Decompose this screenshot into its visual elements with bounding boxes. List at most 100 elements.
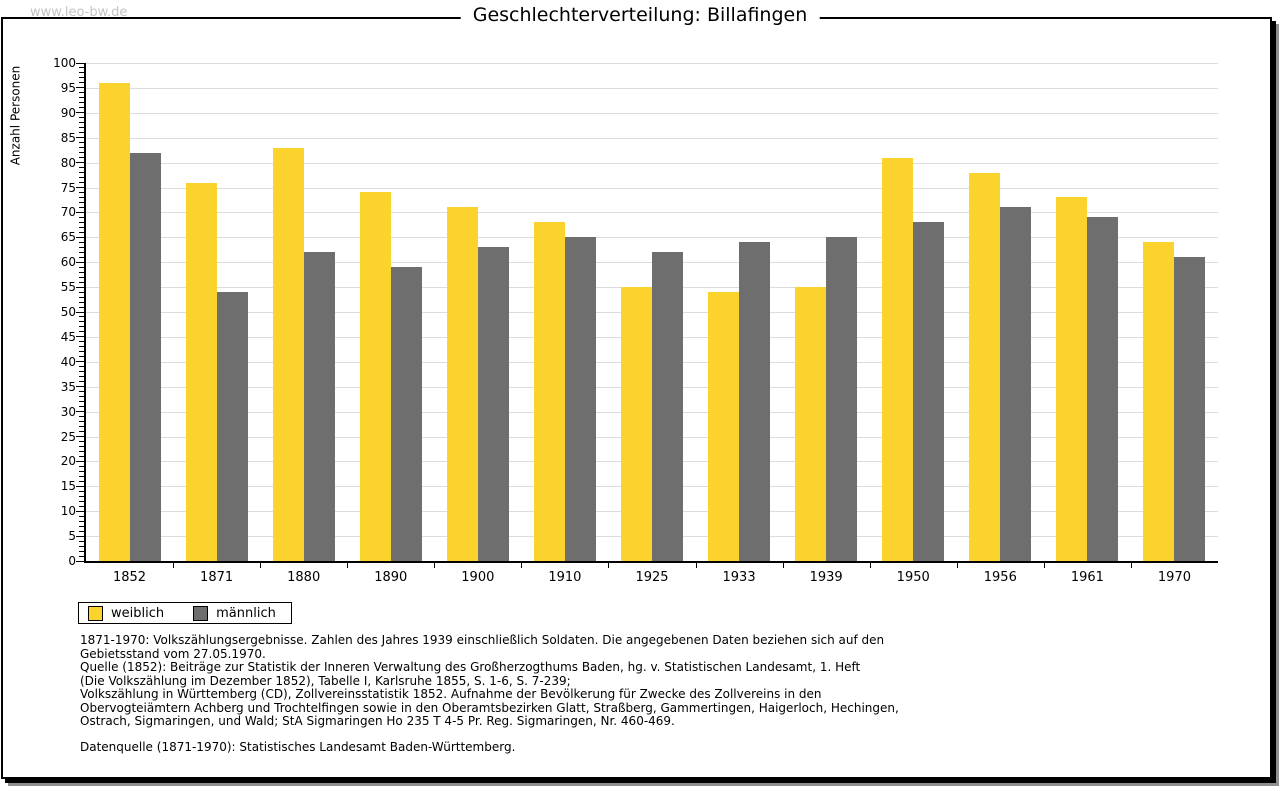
y-axis-tick [76,236,84,238]
bar-männlich-1956 [1000,207,1032,561]
y-tick-label: 80 [60,155,76,170]
legend-label-weiblich: weiblich [111,605,165,621]
y-axis-minor-tick [79,231,84,233]
y-axis-tick [76,112,84,114]
y-axis-minor-tick [79,246,84,248]
y-axis-minor-tick [79,206,84,208]
y-axis-title: Anzahl Personen [8,65,23,166]
y-axis-minor-tick [79,381,84,383]
y-axis-minor-tick [79,241,84,243]
y-axis-minor-tick [79,266,84,268]
y-axis-minor-tick [79,555,84,557]
y-tick-label: 55 [60,280,76,295]
y-axis-tick [76,436,84,437]
x-axis-tick [608,563,610,568]
x-axis-tick [173,563,175,568]
y-axis-minor-tick [79,505,84,507]
x-axis-tick [347,563,349,568]
y-axis-tick [76,62,84,64]
x-tick-label: 1852 [112,570,147,585]
gridline [86,112,1218,114]
x-tick-label: 1900 [461,570,495,585]
bar-männlich-1970 [1174,257,1206,561]
y-axis-minor-tick [79,276,84,278]
y-tick-label: 20 [60,454,76,469]
bar-männlich-1900 [477,247,509,561]
y-axis-minor-tick [79,201,84,203]
y-axis-minor-tick [79,182,84,184]
y-tick-label: 75 [60,180,76,195]
y-axis-minor-tick [79,490,84,492]
y-axis-minor-tick [79,102,84,104]
y-axis-minor-tick [79,251,84,253]
y-axis-minor-tick [79,97,84,99]
x-tick-label: 1933 [722,570,756,585]
y-axis-tick [76,162,84,164]
y-axis-minor-tick [79,216,84,218]
y-tick-label: 50 [60,305,76,319]
y-axis-tick [76,485,84,487]
y-axis-minor-tick [79,142,84,144]
y-tick-label: 30 [60,404,76,419]
y-axis-minor-tick [79,316,84,318]
x-axis-tick [869,563,871,568]
footnote-line: 1871-1970: Volkszählungsergebnisse. Zahl… [80,633,885,647]
y-axis-tick [76,261,84,263]
y-axis-minor-tick [79,366,84,368]
y-axis-tick [76,187,84,188]
footnote-line: Obervogteiämtern Achberg und Trochtelfin… [80,700,899,715]
x-axis-tick [260,563,262,568]
x-tick-label: 1950 [896,570,930,585]
y-axis-minor-tick [79,520,84,522]
y-axis-minor-tick [79,77,84,79]
y-axis-tick [76,137,84,139]
y-axis-minor-tick [79,331,84,333]
chart-frame: Anzahl Personen 0 5 10 15 20 25 30 35 40 45 50 55 60… [1,17,1272,779]
x-axis-tick [434,563,436,568]
y-axis-minor-tick [79,431,84,433]
bar-weiblich-1925 [621,287,652,561]
x-tick-label: 1910 [548,570,582,585]
y-axis-minor-tick [79,122,84,124]
y-axis-tick [76,460,84,462]
y-axis-tick [76,411,84,413]
y-axis-tick [76,361,84,363]
y-axis-minor-tick [79,440,84,442]
y-axis-minor-tick [79,500,84,502]
y-axis-tick [76,535,84,537]
y-axis-minor-tick [79,157,84,159]
y-tick-label: 5 [68,529,76,544]
x-tick-label: 1925 [635,570,669,585]
y-axis-minor-tick [79,191,84,193]
y-tick-label: 10 [60,504,76,519]
y-axis-minor-tick [79,132,84,134]
y-tick-label: 60 [60,255,76,270]
chart-title: Geschlechterverteilung: Billafingen [460,4,820,26]
y-axis-tick [76,386,84,388]
footnote-line: Ostrach, Sigmaringen, und Wald; StA Sigm… [80,714,675,728]
bar-männlich-1852 [129,153,161,561]
y-tick-label: 40 [60,354,76,369]
x-axis-tick [695,563,697,568]
y-axis-tick [76,211,84,213]
bar-weiblich-1852 [98,83,130,561]
y-axis-tick [76,87,84,89]
y-axis-minor-tick [79,152,84,154]
y-axis-minor-tick [79,92,84,94]
y-axis-minor-tick [79,221,84,223]
bar-männlich-1880 [303,252,335,561]
gridline [86,87,1218,89]
bar-weiblich-1939 [795,287,827,561]
y-axis-minor-tick [79,226,84,228]
bar-weiblich-1956 [969,173,1001,561]
legend-swatch-maennlich [193,605,209,621]
y-tick-label: 0 [68,554,76,568]
footnotes: 1871-1970: Volkszählungsergebnisse. Zahl… [80,633,899,754]
y-axis-minor-tick [79,391,84,393]
gridline [86,212,1218,214]
bar-männlich-1961 [1087,217,1119,561]
bar-weiblich-1900 [446,207,478,561]
y-tick-label: 70 [60,205,76,220]
y-axis-minor-tick [79,450,84,452]
